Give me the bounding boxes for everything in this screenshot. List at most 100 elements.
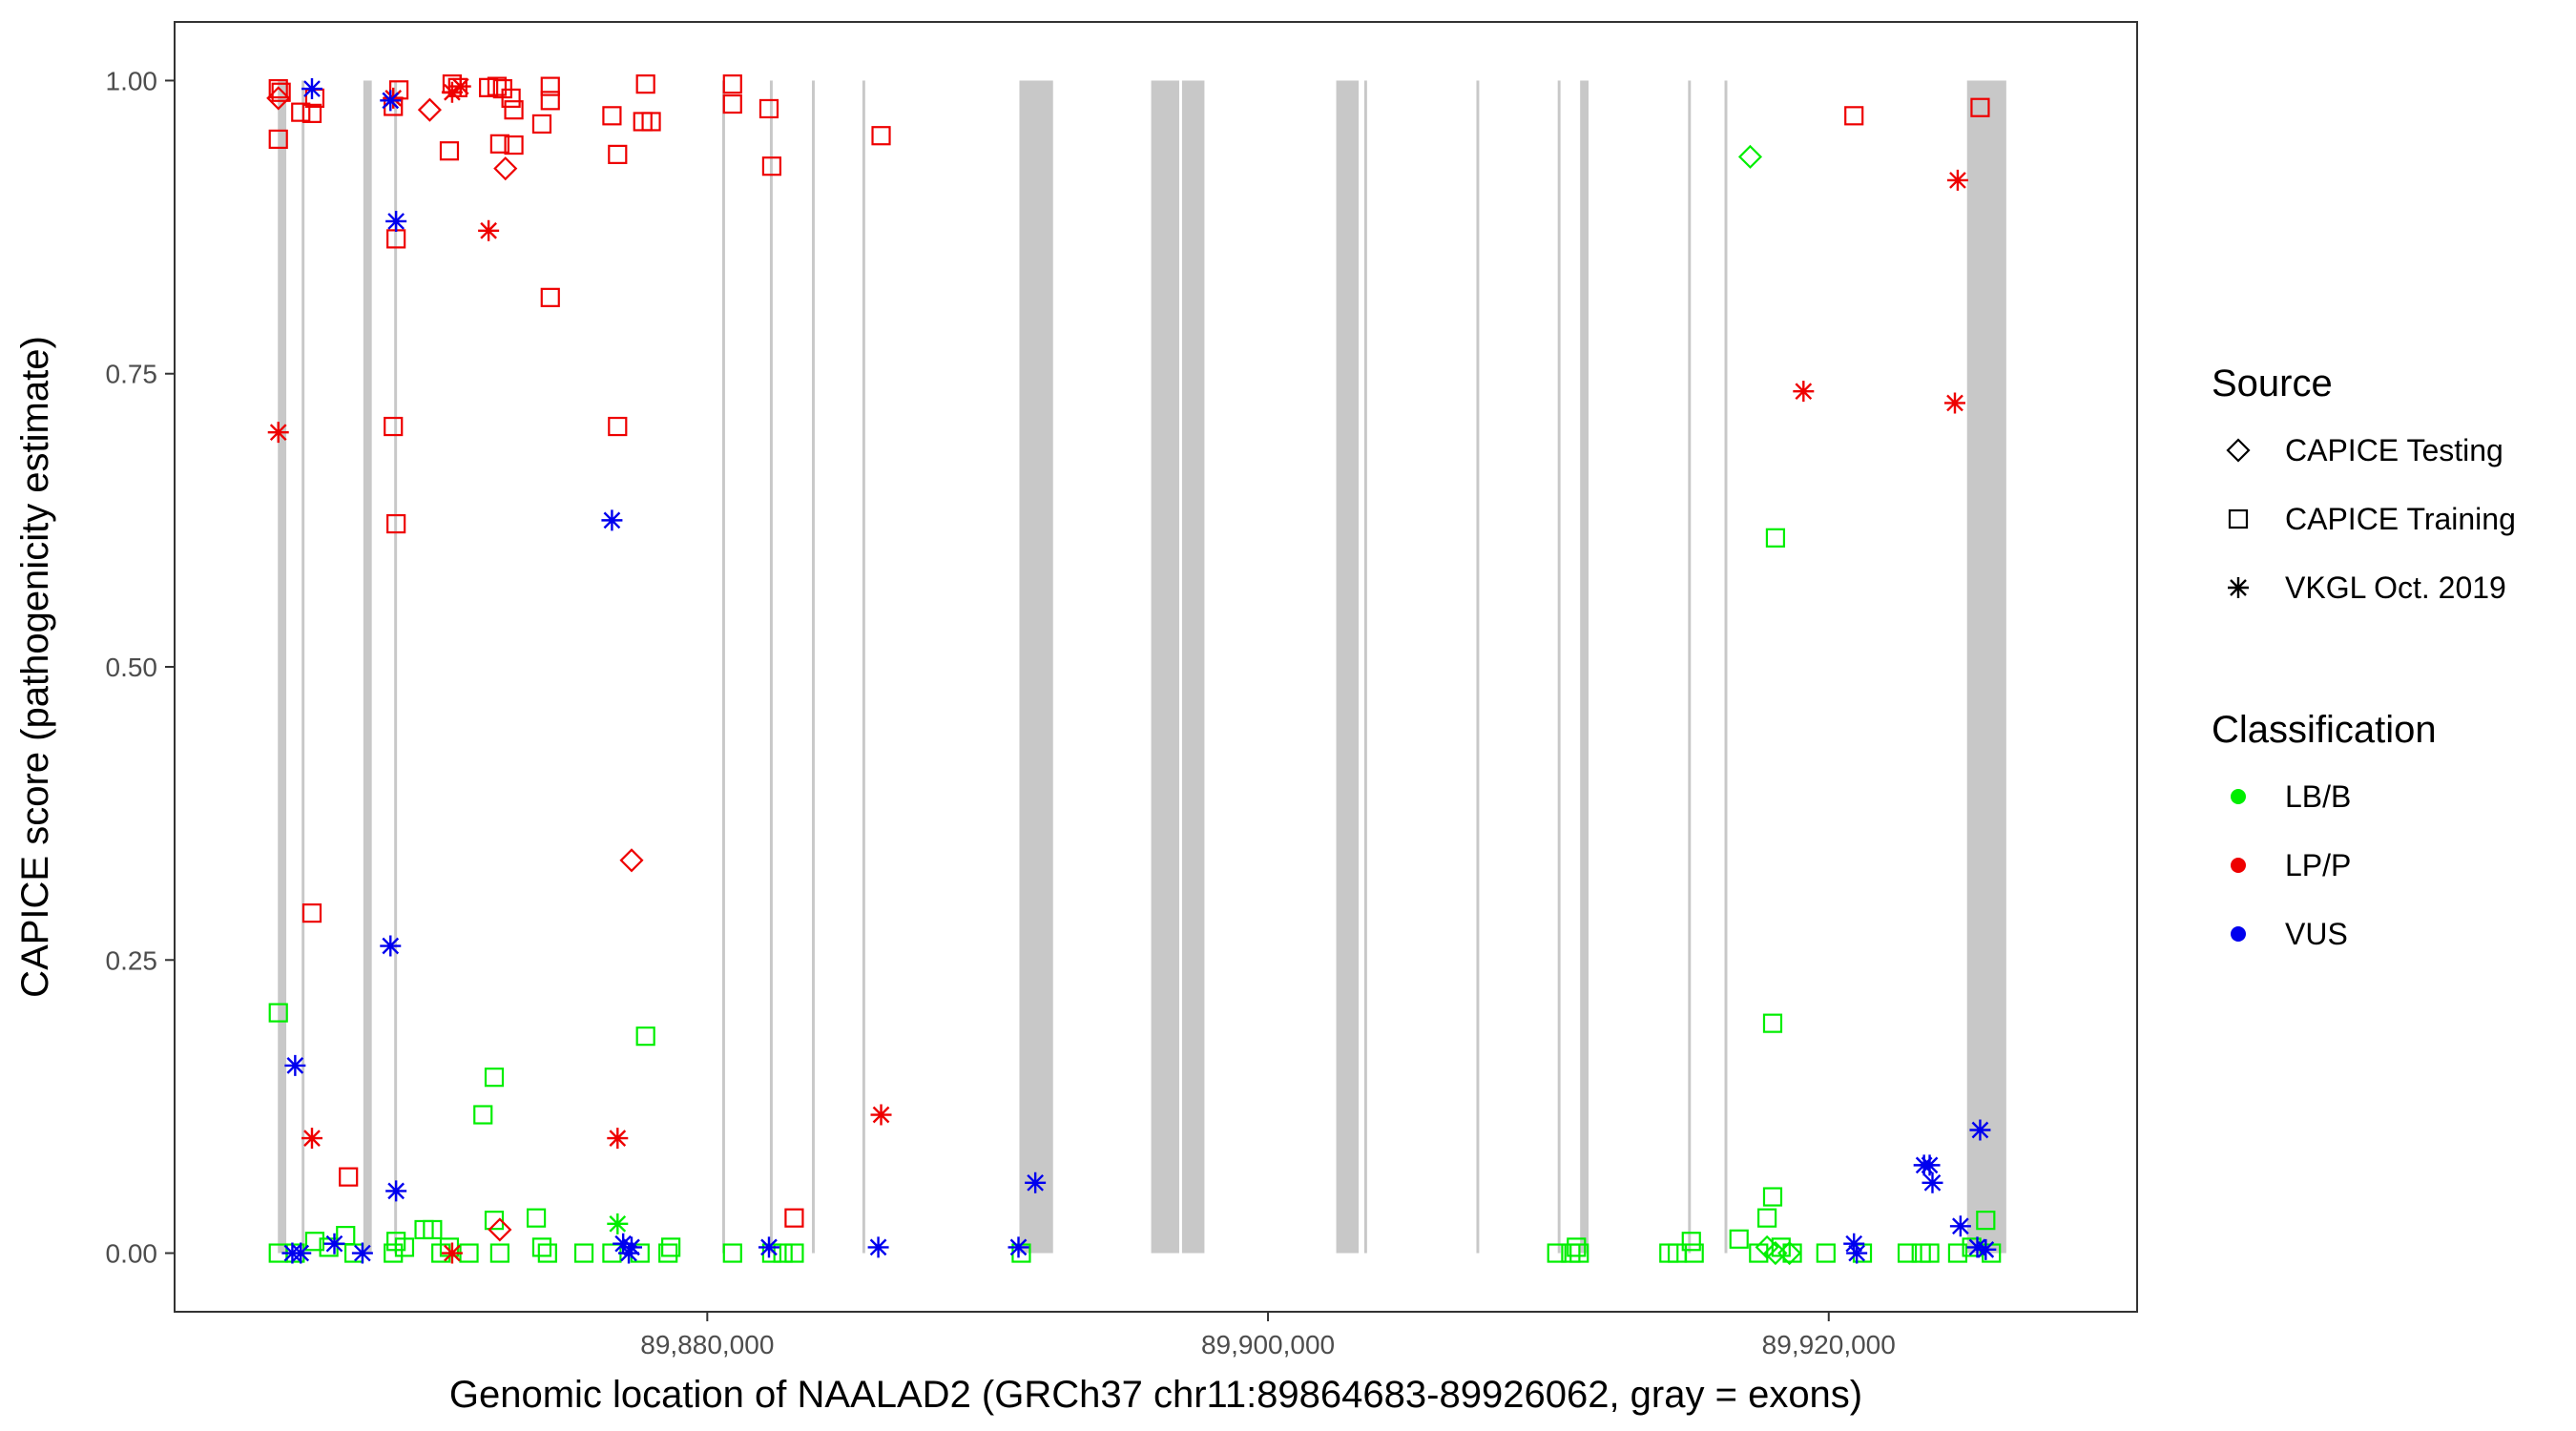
data-point <box>1684 1243 1704 1263</box>
exon-band <box>1151 80 1179 1254</box>
data-point <box>608 144 628 164</box>
data-point <box>291 102 311 122</box>
data-point <box>620 1236 642 1258</box>
data-point <box>439 141 460 161</box>
exon-band <box>1688 80 1692 1254</box>
data-point <box>1976 1211 1996 1231</box>
data-point <box>1969 1119 1991 1141</box>
data-point <box>1025 1172 1047 1193</box>
data-point <box>284 1054 306 1076</box>
data-point <box>761 156 782 176</box>
exon-band <box>1336 80 1360 1254</box>
legend-source-label: VKGL Oct. 2019 <box>2285 570 2506 605</box>
data-point <box>635 1027 655 1047</box>
y-tick-label: 1.00 <box>106 66 158 95</box>
x-tick-label: 89,900,000 <box>1201 1330 1335 1359</box>
data-point <box>417 97 442 122</box>
y-tick-label: 0.75 <box>106 360 158 389</box>
data-point <box>867 1236 889 1258</box>
x-axis: 89,880,000 89,900,000 89,920,000 <box>640 1312 1896 1359</box>
data-point <box>531 1237 552 1257</box>
exon-band <box>1557 80 1561 1254</box>
exon-band <box>1363 80 1367 1254</box>
data-point <box>658 1243 678 1263</box>
data-point <box>573 1243 594 1263</box>
data-point <box>351 1242 373 1264</box>
data-point <box>641 112 661 132</box>
data-point <box>423 1219 443 1240</box>
y-tick-label: 0.00 <box>106 1239 158 1269</box>
data-point <box>1947 1243 1968 1263</box>
data-point <box>608 416 628 437</box>
y-axis-title: CAPICE score (pathogenicity estimate) <box>14 336 56 998</box>
y-tick-label: 0.50 <box>106 653 158 682</box>
data-point <box>301 903 322 923</box>
data-point <box>870 1104 892 1126</box>
data-point <box>619 848 644 873</box>
legend-classification-label: LP/P <box>2285 848 2351 882</box>
legend-classification-key <box>2231 789 2246 804</box>
data-point <box>488 1217 512 1242</box>
data-point <box>301 78 322 100</box>
exon-band <box>301 80 305 1254</box>
data-point <box>473 1105 493 1125</box>
data-point <box>1793 381 1815 403</box>
legend-source-title: Source <box>2212 363 2333 404</box>
exon-band <box>812 80 815 1254</box>
data-point <box>618 1242 640 1264</box>
data-point <box>489 1243 509 1263</box>
data-point <box>380 935 402 957</box>
legend-source-key <box>2226 438 2251 463</box>
exon-band <box>1476 80 1480 1254</box>
data-point <box>441 1242 463 1264</box>
data-point <box>266 86 291 111</box>
data-point <box>540 76 560 96</box>
data-point <box>1844 106 1864 126</box>
data-point <box>722 1243 742 1263</box>
data-point <box>501 88 521 108</box>
data-point <box>871 126 891 146</box>
data-point <box>1757 1208 1777 1228</box>
data-point <box>1843 1233 1865 1255</box>
exon-band <box>769 80 773 1254</box>
data-point <box>447 77 467 97</box>
legend-classification-label: LB/B <box>2285 779 2351 814</box>
data-point <box>1975 1238 1997 1260</box>
x-axis-title: Genomic location of NAALAD2 (GRCh37 chr1… <box>449 1374 1862 1416</box>
legend-source-key <box>2228 577 2249 598</box>
data-point <box>758 1236 779 1258</box>
data-point <box>1547 1243 1567 1263</box>
data-point <box>301 1128 322 1150</box>
data-point <box>784 1243 804 1263</box>
data-point <box>449 75 471 97</box>
data-point <box>384 416 404 437</box>
data-point <box>1949 1215 1971 1237</box>
data-point <box>607 1128 629 1150</box>
data-point <box>267 422 289 444</box>
data-point <box>1943 392 1965 414</box>
data-point <box>323 1233 345 1255</box>
data-point <box>385 1180 407 1202</box>
data-point <box>1970 97 1990 117</box>
exon-band <box>278 80 287 1254</box>
data-point <box>1922 1172 1943 1193</box>
data-point <box>537 1243 557 1263</box>
data-point <box>661 1237 681 1257</box>
legend-source-label: CAPICE Testing <box>2285 433 2503 467</box>
data-point <box>758 98 779 119</box>
y-tick-label: 0.25 <box>106 945 158 975</box>
data-point <box>489 134 509 154</box>
data-point <box>380 90 402 112</box>
data-point <box>504 100 524 120</box>
data-points <box>266 74 2002 1266</box>
data-point <box>394 1237 415 1257</box>
data-point <box>1946 169 1968 191</box>
data-point <box>1846 1242 1868 1264</box>
data-point <box>487 76 508 96</box>
exon-band <box>394 80 398 1254</box>
legend-classification-key <box>2231 926 2246 942</box>
data-point <box>484 1211 505 1231</box>
data-point <box>722 93 742 114</box>
